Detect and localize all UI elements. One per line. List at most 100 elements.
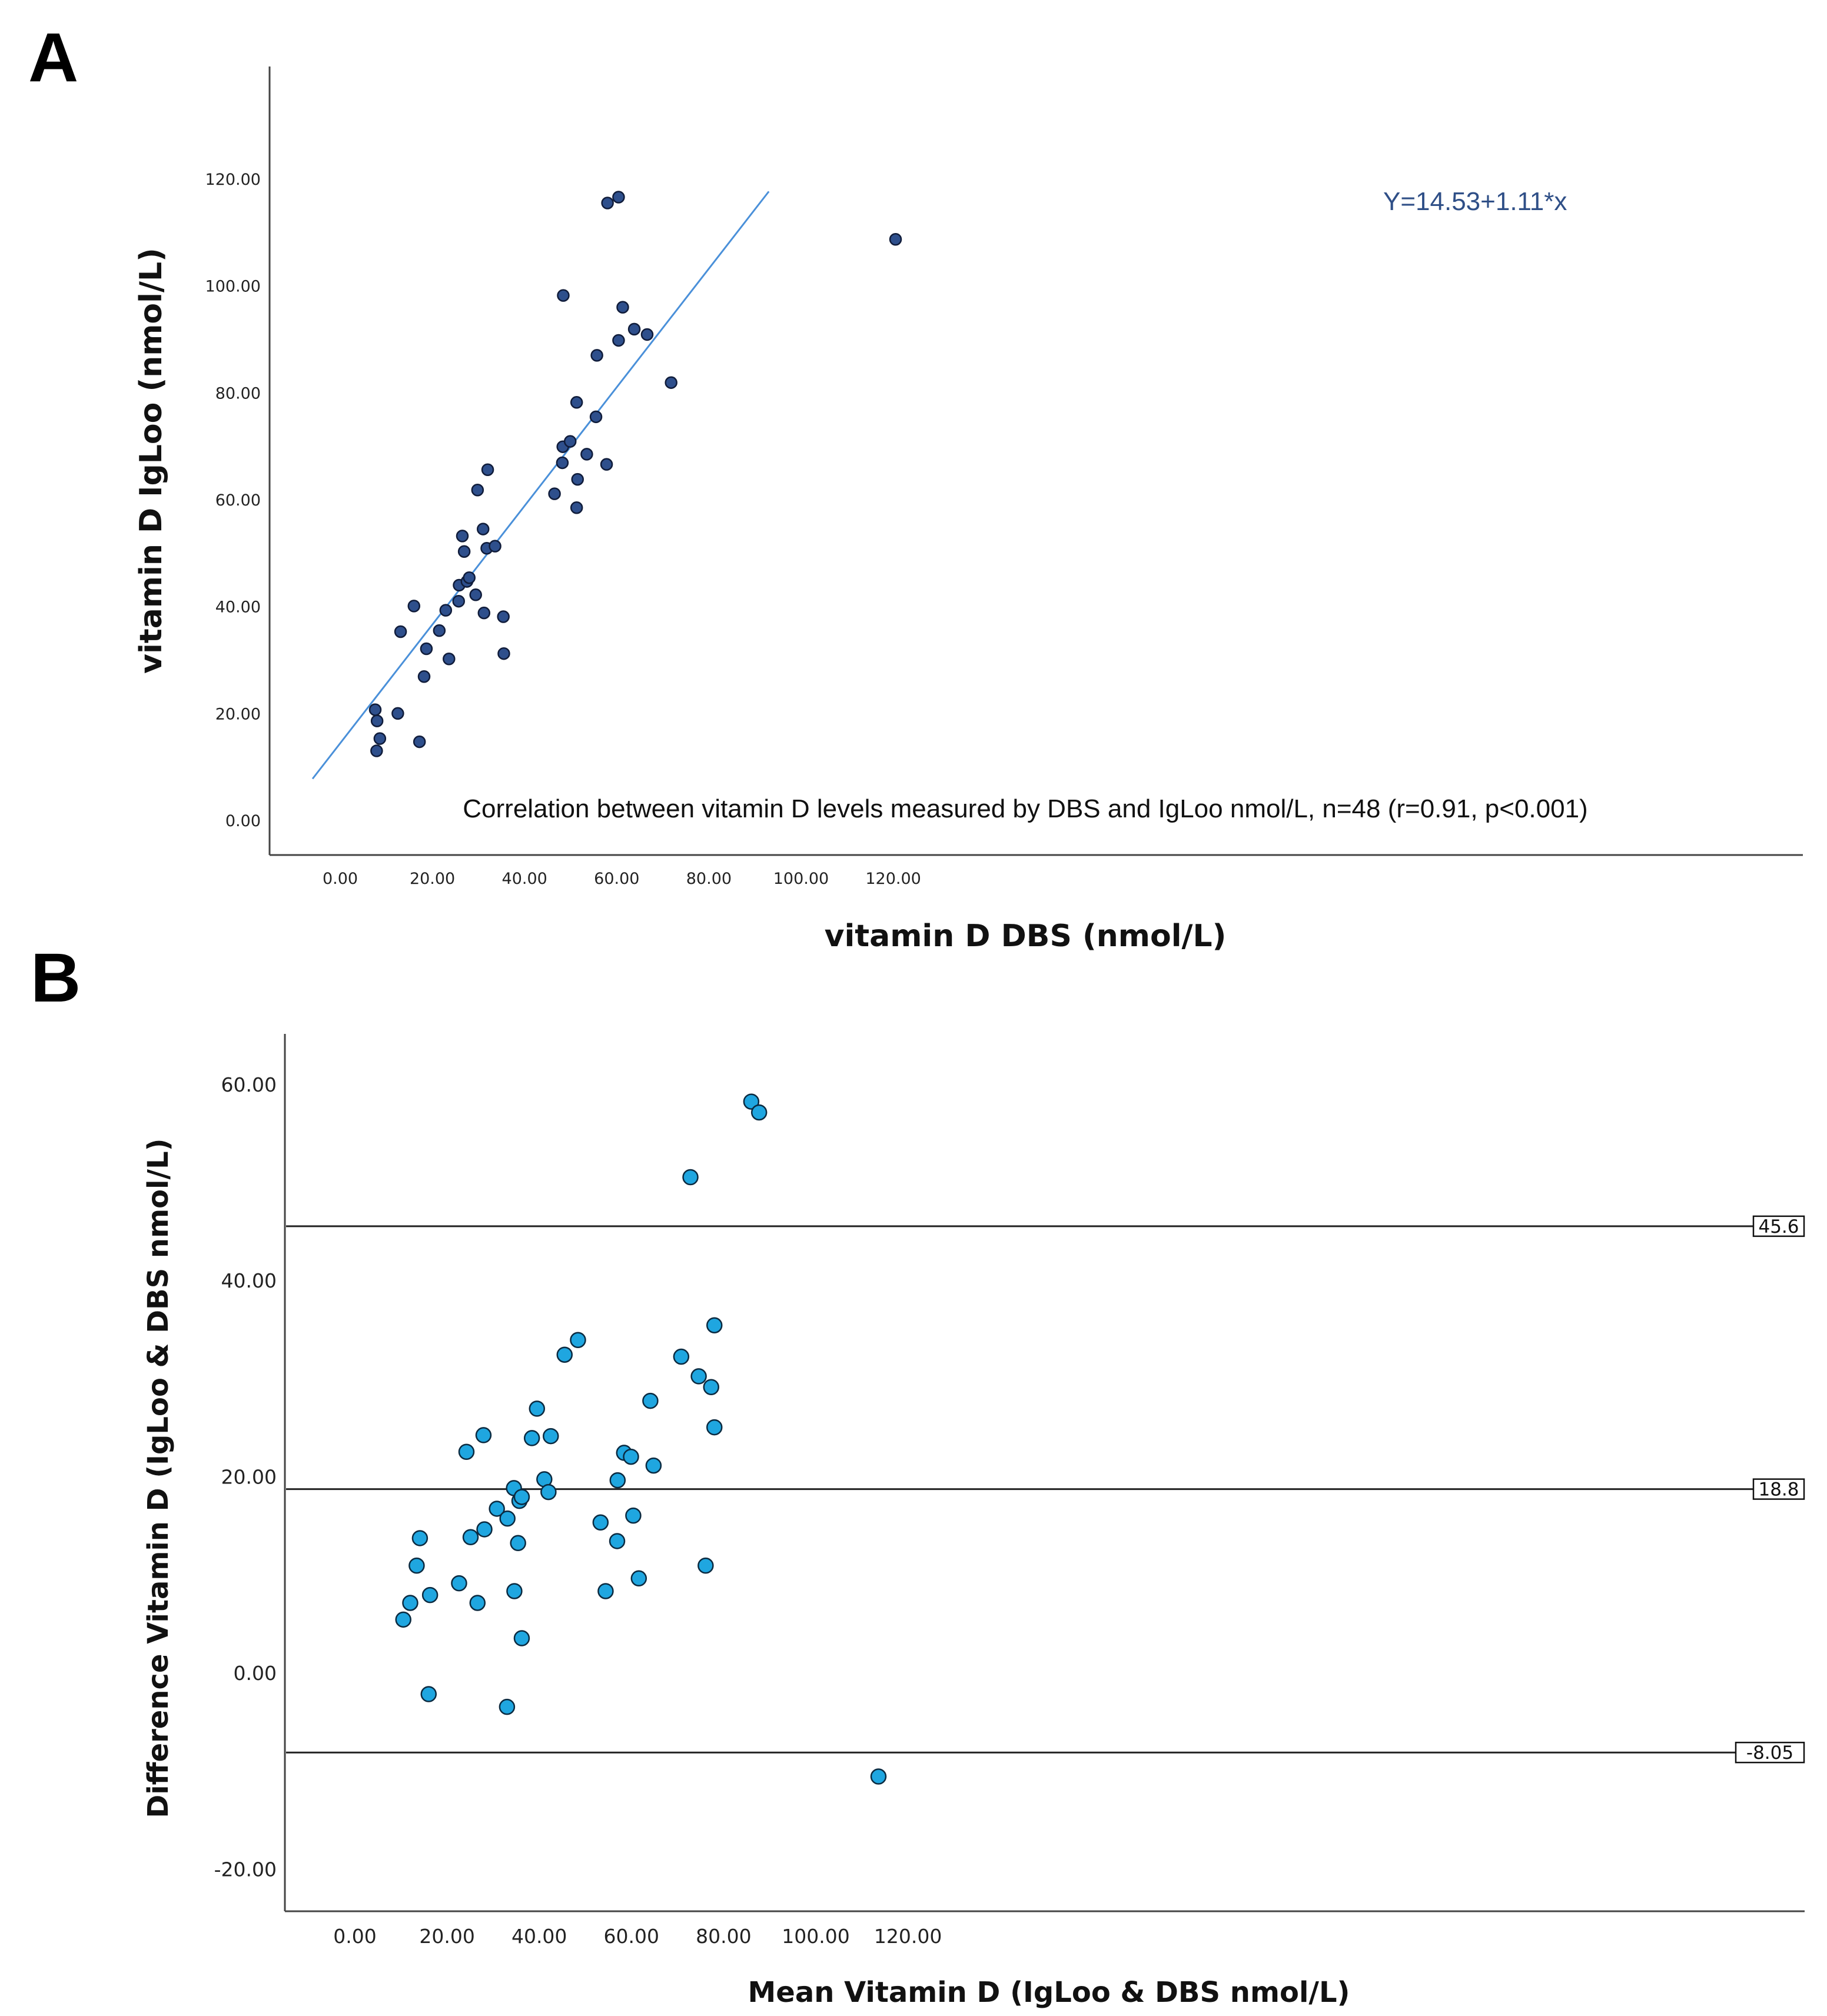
panel-a-x-tick-label: 40.00	[502, 870, 547, 888]
panel-a-data-point	[469, 588, 482, 601]
panel-letter-b: B	[31, 939, 81, 1017]
panel-a-data-point	[889, 233, 902, 246]
panel-b-data-point	[706, 1317, 723, 1333]
panel-a-data-point	[433, 624, 446, 637]
panel-a-data-point	[548, 487, 561, 500]
panel-b-mean-difference-label-box	[1752, 1478, 1805, 1500]
panel-a-data-point	[556, 456, 569, 470]
panel-a-data-point	[413, 735, 426, 748]
panel-a-data-point	[557, 289, 570, 302]
panel-b-data-point	[609, 1533, 626, 1549]
panel-b-lower-limit-label-box	[1735, 1741, 1805, 1764]
panel-b-data-point	[623, 1448, 639, 1465]
panel-a-data-point	[489, 540, 501, 553]
panel-b-data-point	[625, 1507, 642, 1524]
panel-b-x-tick-label: 100.00	[782, 1925, 849, 1948]
panel-b-data-point	[642, 1392, 659, 1409]
panel-b-data-point	[540, 1483, 557, 1501]
panel-a-data-point	[370, 714, 384, 727]
panel-b-upper-limit-label: 45.6	[1758, 1216, 1799, 1237]
panel-a-x-tick-label: 80.00	[686, 870, 732, 888]
panel-b-data-point	[475, 1427, 492, 1443]
panel-a-data-point	[370, 744, 383, 757]
panel-b-data-point	[513, 1630, 530, 1646]
panel-a-y-tick-label: 120.00	[205, 171, 261, 189]
panel-a-data-point	[571, 473, 584, 486]
panel-a-x-tick-label: 60.00	[594, 870, 639, 888]
panel-b-data-point	[408, 1557, 425, 1574]
panel-b-mean-difference-label: 18.8	[1758, 1479, 1799, 1501]
panel-b-data-point	[645, 1457, 662, 1474]
panel-a-correlation-annotation: Correlation between vitamin D levels mea…	[463, 794, 1587, 823]
panel-a-data-point	[456, 530, 469, 543]
panel-b-data-point	[420, 1686, 437, 1702]
panel-a-data-point	[612, 191, 625, 204]
panel-b-x-tick-label: 40.00	[511, 1925, 567, 1948]
panel-a-x-tick-label: 100.00	[773, 870, 829, 888]
panel-b-data-point	[489, 1501, 505, 1517]
panel-a-data-point	[394, 625, 407, 638]
panel-a-y-tick-label: 80.00	[215, 384, 261, 402]
panel-b-data-point	[609, 1472, 626, 1489]
panel-a-data-point	[439, 604, 453, 617]
panel-b-data-point	[703, 1379, 720, 1395]
panel-a-data-point	[477, 606, 491, 620]
panel-b-data-point	[402, 1595, 418, 1611]
panel-b-data-point	[499, 1510, 516, 1527]
panel-b-data-point	[543, 1428, 559, 1445]
panel-b-y-axis-label: Difference Vitamin D (IgLoo & DBS nmol/L…	[142, 1138, 175, 1818]
panel-b-data-point	[451, 1575, 467, 1592]
panel-b-data-point	[529, 1400, 546, 1417]
panel-b-data-point	[411, 1530, 428, 1546]
panel-b-data-point	[673, 1348, 690, 1365]
panel-a-data-point	[589, 410, 603, 424]
panel-b-data-point	[556, 1346, 573, 1363]
panel-b-data-point	[592, 1514, 609, 1531]
panel-b-data-point	[697, 1557, 714, 1574]
panel-a-data-point	[481, 463, 494, 476]
panel-b-bland-altman-plot: -20.00 0.00 20.00 40.00 60.00 0.00 20.00 40.00…	[142, 1034, 1805, 2009]
panel-b-y-tick-label: 20.00	[221, 1466, 277, 1489]
panel-b-x-axis-label: Mean Vitamin D (IgLoo & DBS nmol/L)	[748, 1976, 1350, 2009]
panel-b-y-tick-label: -20.00	[214, 1858, 277, 1881]
panel-letter-a: A	[28, 19, 78, 97]
panel-b-y-tick-label: 0.00	[234, 1662, 277, 1685]
panel-b-data-point	[570, 1332, 586, 1348]
panel-b-data-point	[630, 1570, 647, 1587]
panel-a-regression-line	[311, 191, 770, 780]
panel-a-data-point	[368, 703, 382, 716]
panel-a-data-point	[627, 322, 641, 336]
panel-b-upper-limit-label-box	[1752, 1215, 1805, 1237]
panel-a-data-point	[563, 435, 577, 448]
panel-a-data-point	[497, 610, 510, 623]
panel-b-data-point	[506, 1583, 523, 1599]
panel-b-data-point	[750, 1104, 768, 1121]
panel-a-y-tick-label: 0.00	[225, 812, 261, 830]
panel-b-data-point	[499, 1698, 516, 1715]
panel-b-lower-limit-label: -8.05	[1746, 1742, 1793, 1764]
panel-a-y-tick-label: 20.00	[215, 705, 261, 723]
panel-a-data-point	[373, 732, 387, 745]
panel-a-data-point	[417, 670, 431, 683]
panel-a-data-point	[665, 376, 677, 389]
panel-b-x-tick-label: 0.00	[333, 1925, 376, 1948]
panel-a-y-tick-label: 100.00	[205, 278, 261, 296]
panel-a-data-point	[640, 328, 654, 341]
panel-a-data-point	[497, 647, 510, 660]
panel-a-x-tick-label: 0.00	[323, 870, 358, 888]
panel-a-data-point	[463, 571, 476, 584]
panel-a-data-point	[612, 334, 625, 347]
panel-b-data-point	[523, 1430, 540, 1446]
panel-a-data-point	[580, 448, 593, 461]
panel-b-data-point	[743, 1093, 760, 1110]
panel-a-data-point	[457, 545, 471, 558]
panel-a-y-tick-label: 40.00	[215, 598, 261, 617]
panel-a-data-point	[601, 197, 614, 209]
panel-b-data-point	[597, 1583, 614, 1599]
panel-a-data-point	[616, 301, 629, 314]
panel-a-x-axis-label: vitamin D DBS (nmol/L)	[825, 919, 1227, 954]
panel-b-data-point	[870, 1768, 887, 1785]
panel-a-y-axis-label: vitamin D IgLoo (nmol/L)	[134, 248, 169, 674]
panel-b-x-tick-label: 80.00	[696, 1925, 751, 1948]
panel-a-data-point	[452, 594, 465, 608]
